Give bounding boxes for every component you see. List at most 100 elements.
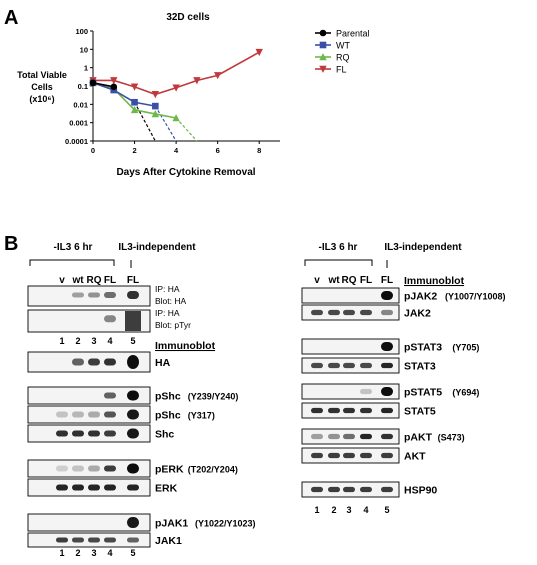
- band: [104, 537, 116, 543]
- right-lane-fl-independent: FL: [381, 275, 393, 286]
- band: [127, 463, 139, 474]
- band: [88, 411, 100, 418]
- data-point-rq: [151, 110, 160, 118]
- left-independent-label: IL3-independent: [118, 242, 196, 253]
- band: [88, 430, 100, 437]
- band: [72, 358, 84, 366]
- x-axis-label: Days After Cytokine Removal: [116, 167, 255, 178]
- band: [360, 452, 372, 459]
- band: [127, 537, 139, 543]
- data-point-fl: [130, 83, 139, 91]
- band: [56, 411, 68, 418]
- blot-frame: [301, 338, 400, 355]
- band: [343, 433, 355, 440]
- left-bottom-lane-2: 2: [75, 548, 80, 558]
- blot-pjak2-strip: [301, 287, 400, 304]
- blot-stat5-strip: [301, 402, 400, 419]
- band: [72, 411, 84, 418]
- ip-blot-1-label-1: IP: HA: [155, 284, 180, 294]
- right-immunoblot-heading: Immunoblot: [404, 275, 465, 287]
- blot-hsp90-strip: [301, 481, 400, 498]
- band: [72, 430, 84, 437]
- band: [381, 486, 393, 493]
- extrapolation-line: [175, 117, 198, 142]
- blot-label: HSP90: [404, 485, 437, 497]
- band: [56, 484, 68, 491]
- band: [343, 486, 355, 493]
- legend-label: RQ: [336, 53, 350, 63]
- ip-ha-blot-ptyr: [27, 309, 151, 333]
- band: [311, 407, 323, 414]
- extrapolation-line: [134, 101, 156, 142]
- left-lane-number-2: 2: [75, 336, 80, 346]
- blot-akt-strip: [301, 447, 400, 464]
- x-tick-label: 0: [91, 146, 95, 155]
- y-tick-label: 0.0001: [65, 137, 88, 146]
- y-tick-label: 0.1: [78, 82, 88, 91]
- band: [381, 407, 393, 414]
- band: [127, 409, 139, 420]
- blot-frame: [27, 459, 151, 478]
- band: [127, 484, 139, 491]
- blot-label: pSTAT5: [404, 387, 442, 399]
- blot-shc-strip: [27, 424, 151, 443]
- band: [328, 452, 340, 459]
- data-point-fl: [213, 72, 222, 80]
- y-axis-label-1: Total Viable: [17, 70, 67, 80]
- x-tick-label: 2: [132, 146, 136, 155]
- band: [311, 309, 323, 316]
- left-lane-number-4: 4: [107, 336, 112, 346]
- data-point-wt: [131, 98, 138, 106]
- right-condition-label: -IL3 6 hr: [319, 242, 358, 253]
- band: [343, 407, 355, 414]
- y-tick-label: 1: [84, 64, 88, 73]
- band: [88, 465, 100, 472]
- blot-site-label: (Y1007/Y1008): [445, 292, 506, 302]
- band: [381, 433, 393, 440]
- blot-site-label: (T202/Y204): [188, 465, 238, 475]
- band: [56, 430, 68, 437]
- left-bottom-lane-3: 3: [91, 548, 96, 558]
- data-point-parental: [89, 79, 97, 87]
- left-lane-v: v: [59, 275, 65, 286]
- left-condition-label: -IL3 6 hr: [54, 242, 93, 253]
- blot-site-label: (Y694): [452, 388, 479, 398]
- left-bottom-lane-1: 1: [59, 548, 64, 558]
- blot-label: Shc: [155, 429, 174, 441]
- band: [381, 309, 393, 316]
- band: [72, 537, 84, 543]
- blot-label: STAT5: [404, 406, 436, 418]
- band: [88, 537, 100, 543]
- right-lane-fl: FL: [360, 275, 372, 286]
- blot-frame: [27, 386, 151, 405]
- band: [104, 358, 116, 366]
- band: [72, 465, 84, 472]
- band: [127, 390, 139, 401]
- smear-band: [125, 311, 141, 331]
- legend-label: Parental: [336, 29, 370, 39]
- band: [343, 362, 355, 369]
- blot-pstat3-strip: [301, 338, 400, 355]
- legend-marker: [319, 65, 327, 73]
- y-tick-label: 10: [80, 45, 88, 54]
- panel-a-letter: A: [4, 7, 18, 29]
- right-lane-rq: RQ: [342, 275, 357, 286]
- band: [104, 465, 116, 472]
- blot-label: pShc: [155, 391, 181, 403]
- band: [343, 309, 355, 316]
- band: [127, 517, 139, 528]
- right-bottom-lane-4: 4: [363, 505, 368, 515]
- ip-ha-blot-ha: [27, 285, 151, 307]
- legend-marker: [319, 29, 327, 37]
- band: [381, 342, 393, 351]
- blot-label: HA: [155, 357, 171, 369]
- left-bottom-lane-4: 4: [107, 548, 112, 558]
- right-independent-label: IL3-independent: [384, 242, 462, 253]
- band: [328, 309, 340, 316]
- band: [72, 484, 84, 491]
- x-tick-label: 4: [174, 146, 179, 155]
- series-line-fl: [93, 51, 260, 96]
- band: [104, 292, 116, 298]
- blot-label: pSTAT3: [404, 342, 442, 354]
- band: [360, 407, 372, 414]
